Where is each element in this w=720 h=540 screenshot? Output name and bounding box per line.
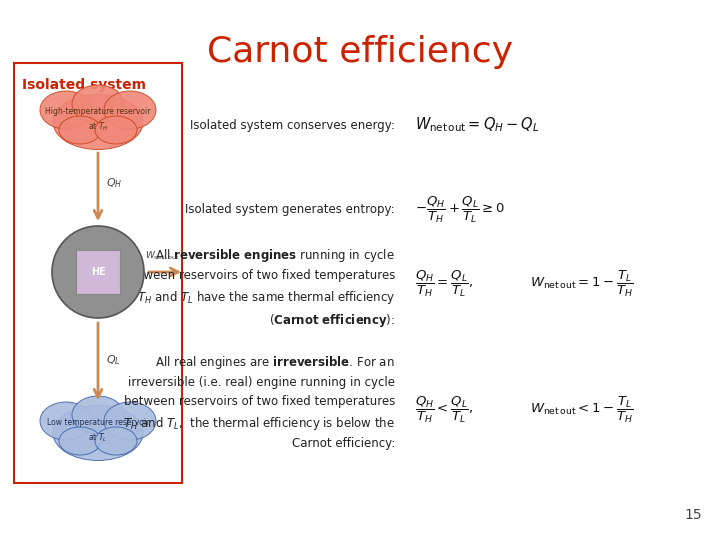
Text: Low temperature reservoir
at $\mathit{T}_L$: Low temperature reservoir at $\mathit{T}… (47, 418, 149, 443)
Text: $W_{\mathrm{net,out}}$: $W_{\mathrm{net,out}}$ (145, 249, 180, 262)
Ellipse shape (72, 396, 124, 434)
Ellipse shape (40, 91, 92, 129)
Text: High-temperature reservoir
at $\mathit{T}_H$: High-temperature reservoir at $\mathit{T… (45, 107, 150, 132)
Text: Isolated system conserves energy:: Isolated system conserves energy: (190, 118, 395, 132)
Text: HE: HE (91, 267, 105, 277)
Ellipse shape (95, 116, 137, 144)
Ellipse shape (104, 402, 156, 440)
Text: Isolated system: Isolated system (22, 78, 145, 92)
Ellipse shape (53, 406, 143, 461)
Text: $-\dfrac{Q_H}{T_H} + \dfrac{Q_L}{T_L} \geq 0$: $-\dfrac{Q_H}{T_H} + \dfrac{Q_L}{T_L} \g… (415, 195, 505, 225)
Text: $\dfrac{Q_H}{T_H} = \dfrac{Q_L}{T_L},$: $\dfrac{Q_H}{T_H} = \dfrac{Q_L}{T_L},$ (415, 269, 473, 299)
Text: $W_{\mathrm{net\,out}} = 1 - \dfrac{T_L}{T_H}$: $W_{\mathrm{net\,out}} = 1 - \dfrac{T_L}… (530, 269, 634, 299)
Ellipse shape (72, 85, 124, 123)
Text: $W_{\mathrm{net\,out}} < 1 - \dfrac{T_L}{T_H}$: $W_{\mathrm{net\,out}} < 1 - \dfrac{T_L}… (530, 395, 634, 425)
Ellipse shape (95, 427, 137, 455)
Ellipse shape (104, 91, 156, 129)
Text: 15: 15 (685, 508, 702, 522)
Ellipse shape (53, 94, 143, 150)
Ellipse shape (59, 427, 101, 455)
Text: Isolated system generates entropy:: Isolated system generates entropy: (185, 204, 395, 217)
Bar (76, 250, 120, 294)
Ellipse shape (40, 402, 92, 440)
Text: All real engines are $\mathbf{irreversible}$. For an
irreversible (i.e. real) en: All real engines are $\mathbf{irreversib… (123, 354, 395, 450)
Text: $Q_L$: $Q_L$ (106, 354, 121, 367)
Text: $W_{\mathrm{net\,out}} = Q_H - Q_L$: $W_{\mathrm{net\,out}} = Q_H - Q_L$ (415, 116, 539, 134)
Text: Carnot efficiency: Carnot efficiency (207, 35, 513, 69)
Circle shape (52, 226, 144, 318)
Bar (14, 63, 182, 483)
Text: $\dfrac{Q_H}{T_H} < \dfrac{Q_L}{T_L},$: $\dfrac{Q_H}{T_H} < \dfrac{Q_L}{T_L},$ (415, 395, 473, 425)
Ellipse shape (59, 116, 101, 144)
Text: $Q_H$: $Q_H$ (106, 176, 122, 190)
Text: All $\mathbf{reversible\ engines}$ running in cycle
between reservoirs of two fi: All $\mathbf{reversible\ engines}$ runni… (124, 247, 395, 329)
